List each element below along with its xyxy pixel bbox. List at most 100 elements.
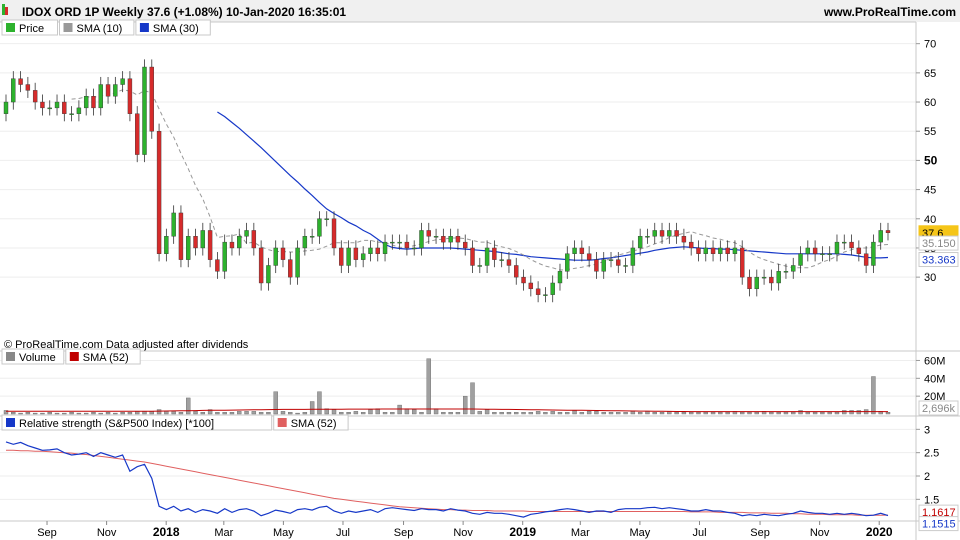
x-tick-label: Nov	[97, 527, 117, 539]
volume-bar	[783, 412, 789, 415]
candle-body	[368, 247, 373, 254]
x-tick-label: May	[273, 527, 294, 539]
volume-bar	[506, 412, 512, 415]
volume-bar	[244, 411, 249, 415]
volume-bar	[76, 412, 82, 415]
candle-body	[761, 276, 767, 279]
volume-bar	[856, 410, 862, 415]
candle-body	[441, 236, 446, 243]
candle-body	[543, 294, 548, 296]
candle-body	[222, 241, 227, 272]
volume-bar	[776, 412, 781, 415]
candle-body	[135, 113, 140, 155]
price_panel-legend-label: SMA (10)	[77, 23, 123, 35]
candle-body	[463, 241, 468, 249]
price-tick-label: 65	[924, 68, 936, 80]
volume-bar	[91, 412, 96, 415]
candle-body	[207, 230, 213, 260]
candle-body	[484, 247, 490, 266]
candle-body	[317, 218, 322, 237]
volume-bars	[3, 358, 891, 415]
candle-body	[492, 247, 497, 260]
candle-body	[54, 101, 60, 109]
volume-bar	[83, 412, 89, 415]
candle-body	[404, 241, 410, 249]
candle-body	[842, 241, 847, 244]
volume-bar	[681, 412, 687, 415]
volume-sma-tag: 2,696k	[922, 403, 956, 415]
volume-bar	[113, 412, 118, 415]
volume-bar	[207, 409, 213, 415]
volume-bar	[820, 412, 825, 415]
candle-body	[783, 271, 789, 273]
candle-body	[178, 212, 184, 260]
volume-tick-label: 40M	[924, 373, 945, 385]
volume-bar	[317, 391, 322, 415]
volume-bar	[834, 412, 840, 415]
candle-body	[637, 236, 643, 249]
volume-bar	[309, 401, 315, 415]
candle-body	[732, 247, 738, 254]
legends: Price SMA (10) SMA (30) Volume SMA (52) Relat…	[1, 19, 349, 431]
volume-bar	[32, 412, 38, 415]
candle-body	[76, 107, 82, 114]
volume-bar	[280, 411, 286, 415]
volume-bar	[565, 412, 570, 415]
volume-bar	[295, 412, 300, 415]
candle-body	[499, 259, 504, 261]
candle-body	[69, 113, 74, 115]
volume-bar	[178, 412, 184, 415]
candle-body	[827, 253, 832, 255]
volume-bar	[557, 412, 563, 415]
candle-body	[863, 253, 869, 266]
rs_panel-legend-box	[1, 414, 273, 431]
candle-body	[302, 236, 308, 249]
volume-tick-label: 60M	[924, 355, 945, 367]
price-tick-label: 50	[924, 153, 938, 167]
volume-sma-tag-bg	[918, 400, 959, 416]
rs_panel-legend-swatch	[6, 418, 15, 427]
volume_panel-legend-label: Volume	[19, 352, 56, 364]
volume-bar	[25, 412, 31, 415]
volume-bar	[499, 412, 504, 415]
volume-bar	[754, 412, 759, 415]
volume-bar	[601, 412, 606, 415]
candle-body	[834, 241, 840, 254]
volume-bar	[645, 411, 650, 415]
candle-body	[594, 259, 599, 272]
volume-bar	[266, 412, 271, 415]
candle-body	[251, 230, 257, 249]
candle-body	[521, 276, 526, 284]
candle-body	[309, 236, 315, 238]
volume-bar	[674, 412, 679, 415]
candle-body	[164, 236, 169, 254]
candle-body	[25, 84, 31, 91]
candle-body	[120, 78, 125, 85]
volume-bar	[740, 412, 745, 415]
volume-bar	[258, 412, 264, 415]
candle-body	[740, 247, 745, 278]
volume-bar	[710, 412, 716, 415]
price_panel-legend-box	[59, 19, 135, 36]
candle-body	[105, 84, 111, 97]
candle-body	[645, 236, 650, 238]
candle-body	[557, 271, 563, 284]
volume-bar	[18, 412, 23, 415]
candle-body	[878, 230, 883, 243]
volume-bar	[798, 410, 803, 415]
candle-body	[652, 230, 657, 237]
x-tick-label: Sep	[394, 527, 414, 539]
candle-body	[514, 265, 519, 278]
volume-bar	[492, 412, 497, 415]
sma30-line	[217, 111, 889, 261]
volume-bar	[390, 412, 395, 415]
sma10-line	[71, 89, 889, 271]
candle-body	[273, 247, 278, 266]
volume-bar	[521, 412, 526, 415]
candle-body	[550, 282, 555, 295]
candle-body	[565, 253, 570, 272]
volume-bar	[98, 412, 103, 415]
volume-bar	[411, 409, 417, 415]
price-tick-label: 55	[924, 126, 936, 138]
